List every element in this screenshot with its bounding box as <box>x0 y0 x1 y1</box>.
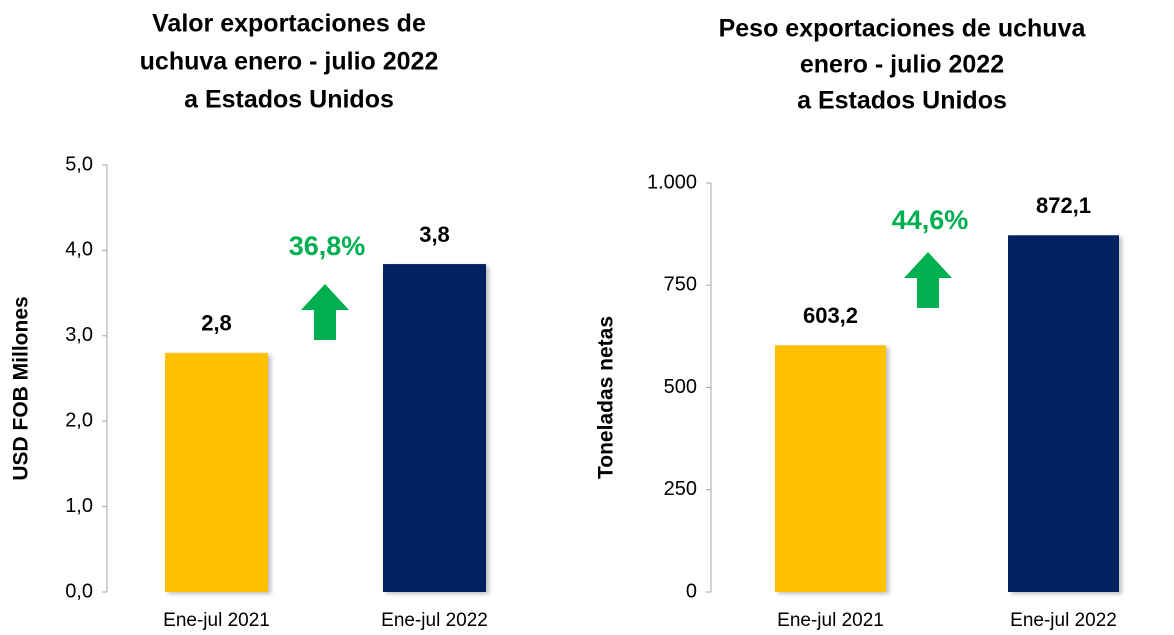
y-tick-label: 1,0 <box>65 495 93 517</box>
chart-title: Valor exportaciones de <box>152 10 426 38</box>
value-label: 2,8 <box>201 311 232 336</box>
y-tick-label: 750 <box>664 274 697 296</box>
chart-title: a Estados Unidos <box>797 87 1007 115</box>
y-axis-label: Toneladas netas <box>595 316 618 479</box>
y-tick-label: 5,0 <box>65 153 93 175</box>
x-tick-label: Ene-jul 2021 <box>777 610 884 631</box>
y-tick-label: 500 <box>664 376 697 398</box>
x-tick-label: Ene-jul 2021 <box>163 610 270 631</box>
growth-annotation: 36,8% <box>289 231 366 261</box>
value-label: 872,1 <box>1036 193 1091 218</box>
y-tick-label: 1.000 <box>647 171 697 193</box>
bar <box>1008 235 1119 592</box>
chart-title: Peso exportaciones de uchuva <box>719 15 1087 43</box>
growth-arrow <box>904 252 952 308</box>
y-tick-label: 2,0 <box>65 409 93 431</box>
chart-title: uchuva enero - julio 2022 <box>140 48 439 76</box>
growth-annotation: 44,6% <box>892 205 969 235</box>
growth-arrow <box>301 284 349 340</box>
chart-title: a Estados Unidos <box>184 86 394 114</box>
chart-title: enero - julio 2022 <box>800 51 1004 79</box>
value-label: 603,2 <box>803 303 858 328</box>
x-tick-label: Ene-jul 2022 <box>381 610 488 631</box>
y-axis-label: USD FOB Millones <box>10 296 33 480</box>
value-label: 3,8 <box>419 222 450 247</box>
bar <box>775 345 886 592</box>
x-tick-label: Ene-jul 2022 <box>1010 610 1117 631</box>
bar <box>383 264 486 592</box>
y-tick-label: 4,0 <box>65 239 93 261</box>
y-tick-label: 0 <box>686 580 697 602</box>
y-tick-label: 250 <box>664 478 697 500</box>
bar <box>165 352 268 592</box>
y-tick-label: 0,0 <box>65 580 93 602</box>
y-tick-label: 3,0 <box>65 324 93 346</box>
